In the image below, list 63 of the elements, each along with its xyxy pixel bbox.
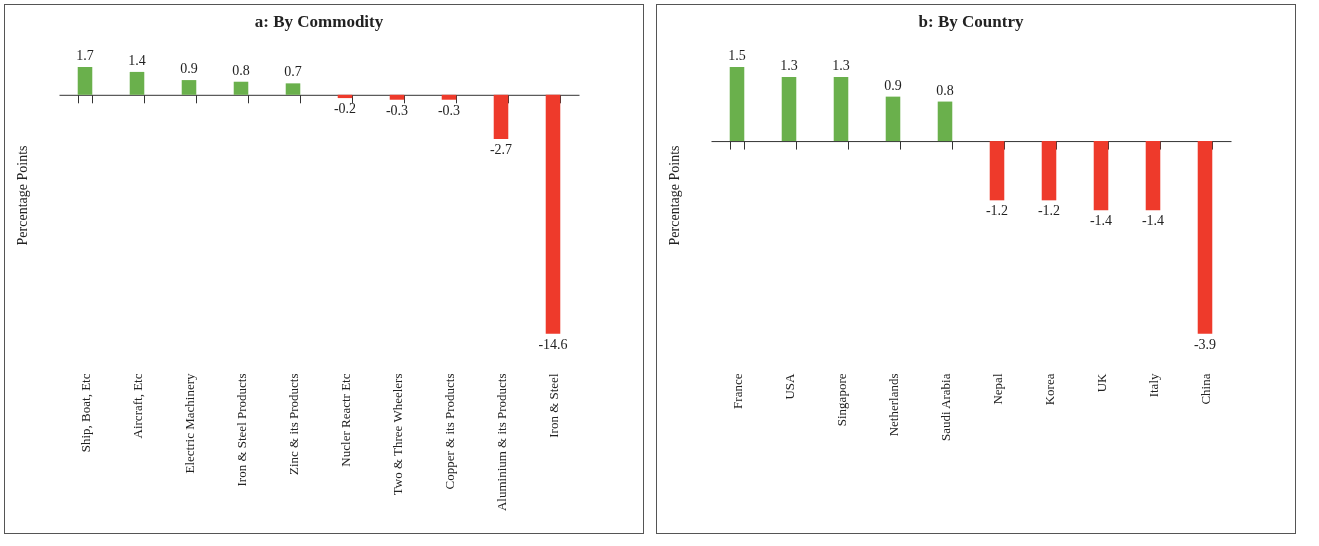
- x-tick-label: Nucler Reactr Etc: [337, 373, 353, 467]
- x-tick-label: Iron & Steel: [545, 373, 561, 438]
- data-label: -0.3: [437, 102, 461, 118]
- x-tick-label: Korea: [1041, 373, 1057, 406]
- data-label: -3.9: [1193, 336, 1217, 352]
- x-tick-label: Netherlands: [885, 373, 901, 437]
- bar: [233, 81, 249, 95]
- x-tick-label: Singapore: [833, 373, 849, 427]
- x-tick-label: Electric Machinery: [181, 373, 197, 474]
- x-tick-label: Saudi Arabia: [937, 373, 953, 442]
- data-label: 1.3: [832, 57, 850, 73]
- x-tick-label: Aircraft, Etc: [129, 373, 145, 439]
- x-tick-label: Copper & its Products: [441, 373, 457, 490]
- x-tick-label: Aluminium & its Products: [493, 373, 509, 512]
- x-tick-label: China: [1197, 373, 1213, 405]
- bar: [389, 94, 405, 100]
- data-label: 0.8: [232, 62, 250, 78]
- data-label: -0.3: [385, 102, 409, 118]
- chart-title: b: By Country: [918, 12, 1024, 31]
- chart-title: a: By Commodity: [254, 12, 384, 31]
- x-tick-label: Italy: [1145, 373, 1161, 398]
- x-tick-label: Ship, Boat, Etc: [77, 373, 93, 453]
- bar: [441, 94, 457, 100]
- bar: [781, 76, 797, 142]
- bar: [833, 76, 849, 142]
- data-label: 1.4: [128, 52, 146, 68]
- bar: [1093, 141, 1109, 211]
- data-label: 0.7: [284, 64, 302, 80]
- data-label: -1.2: [1037, 203, 1061, 219]
- data-label: -1.4: [1089, 213, 1113, 229]
- bar: [885, 96, 901, 142]
- data-label: -1.2: [985, 203, 1009, 219]
- bar: [1041, 141, 1057, 201]
- x-tick-label: UK: [1093, 372, 1109, 393]
- bar: [1197, 141, 1213, 334]
- x-tick-label: Iron & Steel Products: [233, 373, 249, 487]
- bar: [493, 94, 509, 139]
- data-label: 0.8: [936, 82, 954, 98]
- data-label: -0.2: [333, 101, 357, 117]
- bar: [129, 71, 145, 95]
- data-label: -2.7: [489, 141, 513, 157]
- data-label: 0.9: [884, 77, 902, 93]
- data-label: 1.7: [76, 48, 94, 63]
- bar: [545, 94, 561, 334]
- x-tick-label: France: [729, 373, 745, 409]
- bar: [181, 80, 197, 95]
- bar: [77, 67, 93, 95]
- data-label: 0.9: [180, 61, 198, 77]
- data-label: 1.3: [780, 57, 798, 73]
- data-label: 1.5: [728, 48, 746, 63]
- x-tick-label: Two & Three Wheelers: [389, 373, 405, 496]
- x-tick-label: Zinc & its Products: [285, 373, 301, 475]
- data-label: -1.4: [1141, 213, 1165, 229]
- bar: [937, 101, 953, 142]
- bar: [285, 83, 301, 95]
- bar: [1145, 141, 1161, 211]
- data-label: -14.6: [538, 336, 568, 352]
- y-axis-title: Percentage Points: [14, 145, 30, 246]
- bar: [729, 67, 745, 142]
- x-tick-label: USA: [781, 372, 797, 400]
- y-axis-title: Percentage Points: [666, 145, 682, 246]
- bar: [989, 141, 1005, 201]
- x-tick-label: Nepal: [989, 373, 1005, 405]
